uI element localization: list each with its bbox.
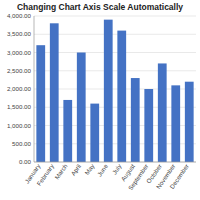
x-tick-label: March [53,162,69,181]
bar [144,89,153,162]
y-tick-label: 4,000.00 [7,12,32,19]
title: Changing Chart Axis Scale Automatically [17,2,183,12]
x-axis-line [34,162,196,163]
y-axis: 0.00 500.00 1,000.00 1,500.00 2,000.00 2,500.… [7,12,196,165]
bar [36,45,45,162]
x-tick-label: February [35,162,55,187]
bar [131,78,140,162]
bar [77,53,86,163]
y-tick-label: 500.00 [12,140,31,147]
x-tick-label: July [111,162,124,176]
bar [185,82,194,162]
bar [104,20,113,162]
y-tick-label: 3,000.00 [7,49,32,56]
bars [36,20,193,162]
grid-line [34,162,196,163]
x-tick-label: December [168,163,190,190]
x-tick-label: June [96,162,110,177]
y-tick-label: 2,000.00 [7,85,32,92]
bar [63,100,72,162]
bar [117,31,126,162]
bar [90,104,99,162]
grid-line [34,16,196,17]
y-tick-label: 3,500.00 [7,30,32,37]
x-tick-label: May [83,162,96,176]
y-axis-line [34,16,35,162]
bar [171,85,180,162]
x-tick-label: April [69,163,82,177]
y-tick-label: 1,000.00 [7,122,32,129]
y-tick-label: 2,500.00 [7,67,32,74]
x-axis: JanuaryFebruaryMarchAprilMayJuneJulyAugu… [23,162,190,192]
chart: Changing Chart Axis Scale Automatically0… [0,0,200,200]
bar [158,63,167,162]
y-tick-label: 0.00 [19,158,32,165]
bar [50,23,59,162]
y-tick-label: 1,500.00 [7,103,32,110]
